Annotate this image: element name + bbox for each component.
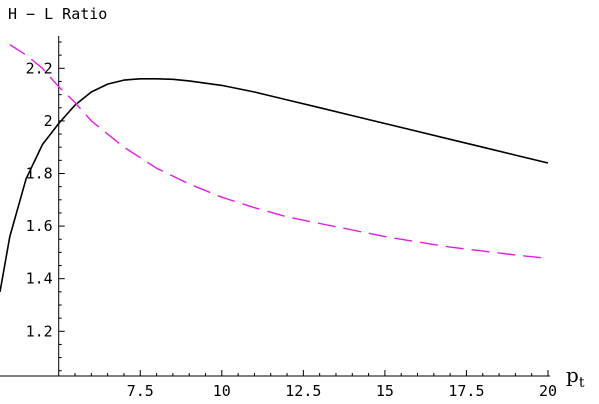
y-tick-label: 1.6 (26, 217, 53, 235)
y-tick-label: 2 (44, 112, 53, 130)
series-line-solid (0, 78, 549, 292)
x-tick-label: 15 (376, 382, 394, 400)
y-tick-label: 1.8 (26, 164, 53, 182)
axes: 7.5 10 12.5 15 17.5 20 1.2 1.4 1.6 1.8 2 2.2 (0, 36, 557, 400)
y-axis-title: H − L Ratio (8, 5, 107, 23)
y-tick-label: 1.4 (26, 270, 53, 288)
x-tick-label: 17.5 (448, 382, 484, 400)
x-axis-title-sub: t (579, 375, 585, 391)
series-line-dashed (9, 44, 542, 259)
x-axis-title-main: p (566, 363, 579, 387)
series-layer (0, 44, 549, 292)
x-axis-title: pt (566, 363, 585, 391)
y-tick-label: 2.2 (26, 59, 53, 77)
x-tick-label: 20 (539, 382, 557, 400)
x-tick-label: 10 (213, 382, 231, 400)
x-tick-label: 7.5 (127, 382, 154, 400)
y-tick-label: 1.2 (26, 322, 53, 340)
x-tick-label: 12.5 (285, 382, 321, 400)
